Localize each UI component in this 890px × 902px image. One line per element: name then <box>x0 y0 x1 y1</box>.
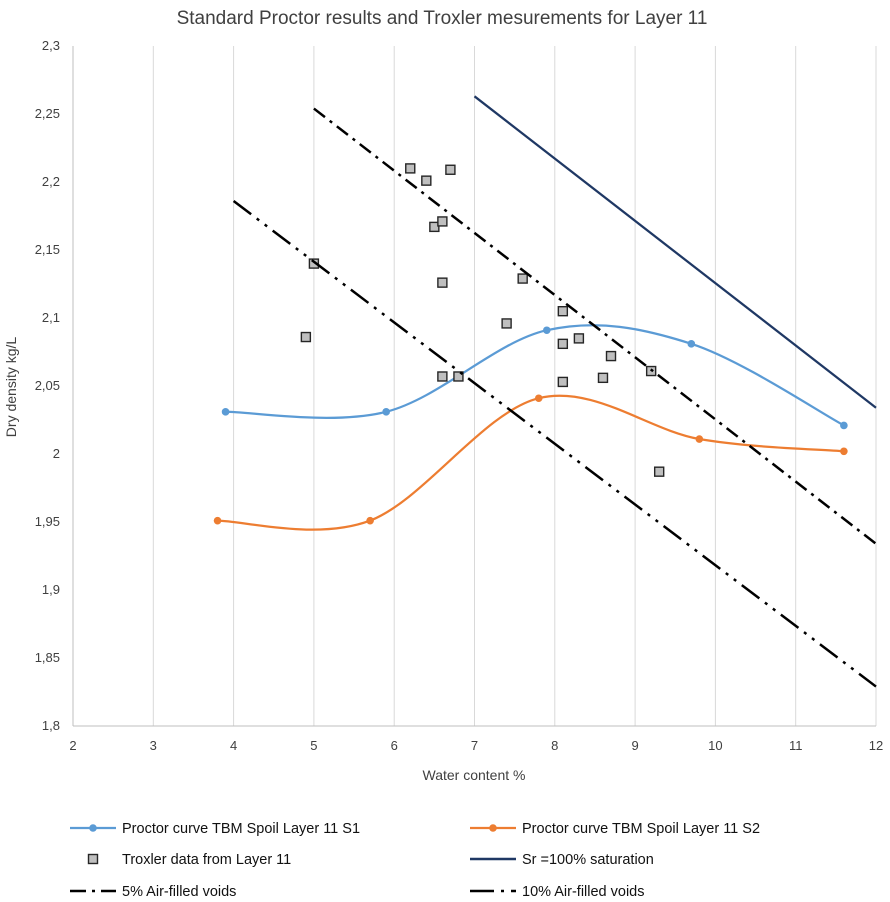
x-tick-label-7: 7 <box>471 738 478 753</box>
series-3-line <box>473 95 877 409</box>
x-tick-label-9: 9 <box>631 738 638 753</box>
y-tick-label-1: 1,85 <box>35 650 60 665</box>
troxler-point-16 <box>597 372 609 384</box>
troxler-point-4 <box>445 164 456 175</box>
x-tick-label-4: 4 <box>230 738 237 753</box>
series-1-point-2 <box>534 394 543 403</box>
series-0 <box>221 324 848 430</box>
legend-label-2: Troxler data from Layer 11 <box>122 852 291 868</box>
troxler-point-0 <box>300 331 312 343</box>
legend-item-5: 10% Air-filled voids <box>470 884 645 900</box>
series-4 <box>313 107 877 545</box>
legend-label-1: Proctor curve TBM Spoil Layer 11 S2 <box>522 821 760 837</box>
series-0-point-2 <box>542 326 551 335</box>
y-tick-label-8: 2,2 <box>42 174 60 189</box>
y-tick-label-7: 2,15 <box>35 242 60 257</box>
legend-item-2: Troxler data from Layer 11 <box>87 852 291 868</box>
x-axis-title: Water content % <box>423 767 526 783</box>
series-2 <box>300 163 665 477</box>
grid <box>152 46 877 726</box>
x-tick-label-3: 3 <box>150 738 157 753</box>
series-5 <box>232 200 877 688</box>
axes <box>72 46 876 727</box>
legend-label-0: Proctor curve TBM Spoil Layer 11 S1 <box>122 821 360 837</box>
troxler-point-10 <box>501 318 512 329</box>
x-tick-label-12: 12 <box>869 738 883 753</box>
series-5-line <box>232 200 877 688</box>
troxler-point-13 <box>557 338 569 350</box>
series-0-line <box>225 324 845 427</box>
legend-key-marker-2 <box>87 853 99 865</box>
troxler-point-14 <box>573 333 585 344</box>
legend-item-4: 5% Air-filled voids <box>70 884 236 900</box>
x-tick-label-5: 5 <box>310 738 317 753</box>
x-tick-label-8: 8 <box>551 738 558 753</box>
troxler-point-3 <box>421 175 432 186</box>
legend: Proctor curve TBM Spoil Layer 11 S1 Proct… <box>70 821 760 900</box>
tick-labels: 2 3 4 5 6 7 8 9 10 11 12 1,8 1,85 1,9 1,95 2 2,05 2,1 2,15… <box>35 38 884 753</box>
series-3 <box>473 95 877 409</box>
troxler-point-2 <box>405 163 416 174</box>
series-1-point-3 <box>695 435 704 443</box>
series-1 <box>213 394 848 531</box>
series-1-line <box>217 394 844 531</box>
troxler-point-8 <box>437 371 448 382</box>
legend-label-3: Sr =100% saturation <box>522 852 654 868</box>
series-0-point-3 <box>687 340 696 348</box>
legend-label-5: 10% Air-filled voids <box>522 884 645 900</box>
y-tick-label-0: 1,8 <box>42 718 60 733</box>
series-4-line <box>313 107 877 545</box>
troxler-point-7 <box>437 277 448 288</box>
x-tick-label-2: 2 <box>69 738 76 753</box>
legend-key-marker-0 <box>89 824 97 832</box>
series-0-point-0 <box>221 408 230 416</box>
series-layer <box>213 95 877 688</box>
troxler-point-6 <box>437 216 448 227</box>
y-tick-label-10: 2,3 <box>42 38 60 53</box>
troxler-point-11 <box>517 273 528 284</box>
troxler-point-12 <box>557 306 569 317</box>
x-tick-label-10: 10 <box>708 738 722 753</box>
series-1-point-0 <box>213 516 222 525</box>
chart-title: Standard Proctor results and Troxler mes… <box>177 8 708 29</box>
y-tick-label-9: 2,25 <box>35 106 60 121</box>
series-1-point-4 <box>840 447 848 456</box>
y-axis-title: Dry density kg/L <box>3 337 19 438</box>
x-tick-label-11: 11 <box>789 738 803 753</box>
troxler-point-17 <box>605 350 617 362</box>
troxler-point-5 <box>429 221 440 233</box>
series-1-point-1 <box>366 516 374 525</box>
y-tick-label-6: 2,1 <box>42 310 60 325</box>
y-tick-label-5: 2,05 <box>35 378 60 393</box>
y-tick-label-4: 2 <box>53 446 60 461</box>
legend-label-4: 5% Air-filled voids <box>122 884 236 900</box>
y-tick-label-3: 1,95 <box>35 514 60 529</box>
legend-item-0: Proctor curve TBM Spoil Layer 11 S1 <box>70 821 360 837</box>
legend-item-3: Sr =100% saturation <box>470 852 654 868</box>
troxler-point-15 <box>557 376 569 388</box>
y-tick-label-2: 1,9 <box>42 582 60 597</box>
x-tick-label-6: 6 <box>391 738 398 753</box>
troxler-point-19 <box>653 466 665 477</box>
troxler-point-9 <box>453 371 464 382</box>
series-0-point-1 <box>382 408 390 416</box>
legend-item-1: Proctor curve TBM Spoil Layer 11 S2 <box>470 821 760 837</box>
legend-key-marker-1 <box>489 824 497 832</box>
series-0-point-4 <box>840 421 848 430</box>
